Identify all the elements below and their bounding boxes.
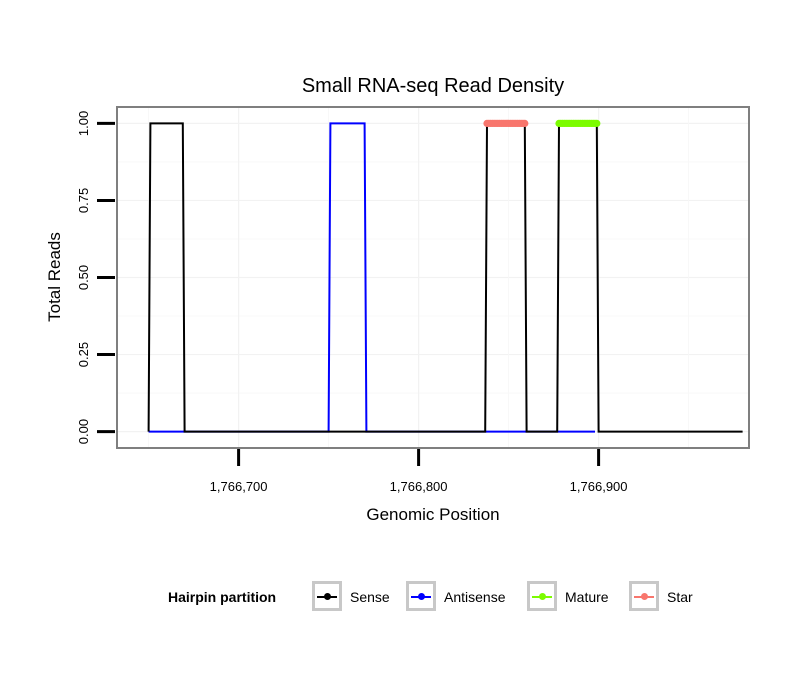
legend-key-sense <box>312 581 342 611</box>
legend-label-antisense: Antisense <box>444 589 506 605</box>
x-tick-label: 1,766,900 <box>570 479 628 494</box>
legend-label-star: Star <box>667 589 693 605</box>
legend-label-mature: Mature <box>565 589 609 605</box>
legend: Hairpin partition Sense Antisense Mature… <box>0 578 810 618</box>
y-tick-label: 0.25 <box>76 342 91 367</box>
y-tick-label: 0.50 <box>76 265 91 290</box>
y-tick-label: 0.75 <box>76 188 91 213</box>
legend-key-mature <box>527 581 557 611</box>
legend-key-star <box>629 581 659 611</box>
y-tick-label: 0.00 <box>76 419 91 444</box>
x-tick-label: 1,766,800 <box>390 479 448 494</box>
legend-label-sense: Sense <box>350 589 390 605</box>
axes: 0.00 0.25 0.50 0.75 1.00 1,766,700 1,766,800 1,… <box>76 111 628 494</box>
legend-key-antisense <box>406 581 436 611</box>
point-star <box>521 119 529 128</box>
series-layer <box>147 119 743 433</box>
x-tick-label: 1,766,700 <box>210 479 268 494</box>
legend-title: Hairpin partition <box>168 589 277 605</box>
y-axis-label: Total Reads <box>45 232 64 322</box>
point-mature <box>593 119 601 128</box>
chart-title: Small RNA-seq Read Density <box>302 75 564 97</box>
x-axis-label: Genomic Position <box>366 505 499 524</box>
y-tick-label: 1.00 <box>76 111 91 136</box>
